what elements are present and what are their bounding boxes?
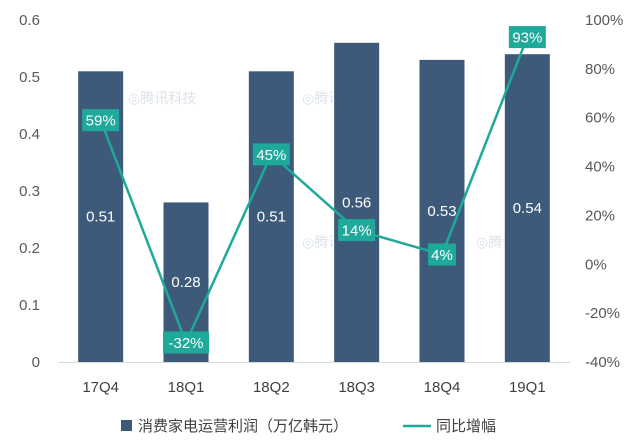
line-value-label: 59% xyxy=(86,113,116,130)
right-tick-label: -20% xyxy=(585,305,620,322)
right-tick-label: 20% xyxy=(585,207,615,224)
left-tick-label: 0.2 xyxy=(19,240,40,257)
line-value-label: -32% xyxy=(168,335,203,352)
left-tick-label: 0 xyxy=(32,354,40,371)
left-tick-label: 0.3 xyxy=(19,183,40,200)
legend-line-label: 同比增幅 xyxy=(436,418,496,435)
bar xyxy=(248,71,294,363)
category-label: 19Q1 xyxy=(509,379,546,396)
category-label: 18Q2 xyxy=(253,379,290,396)
left-axis: 0 0.1 0.2 0.3 0.4 0.5 0.6 xyxy=(19,12,40,371)
category-label: 18Q1 xyxy=(168,379,205,396)
line-label-box xyxy=(508,26,546,49)
right-axis: -40% -20% 0% 20% 40% 60% 80% 100% xyxy=(585,12,623,371)
line-value-label: 93% xyxy=(512,30,542,47)
bar xyxy=(504,54,550,362)
line-value-label: 45% xyxy=(256,147,286,164)
bar-labels: 0.51 0.28 0.51 0.56 0.53 0.54 xyxy=(86,194,542,291)
left-tick-label: 0.4 xyxy=(19,126,40,143)
bar xyxy=(419,59,465,363)
bar-value-label: 0.53 xyxy=(427,203,456,220)
x-axis: 17Q4 18Q1 18Q2 18Q3 18Q4 19Q1 xyxy=(58,362,570,396)
bar-value-label: 0.56 xyxy=(342,194,371,211)
legend-bar-label: 消费家电运营利润（万亿韩元） xyxy=(138,418,348,435)
bar-value-label: 0.28 xyxy=(171,274,200,291)
right-tick-label: 40% xyxy=(585,159,615,176)
line-value-label: 14% xyxy=(342,223,372,240)
line-label-box xyxy=(428,243,456,266)
line-value-label: 4% xyxy=(431,247,453,264)
bar-value-label: 0.51 xyxy=(86,209,115,226)
left-tick-label: 0.6 xyxy=(19,12,40,29)
right-tick-label: 0% xyxy=(585,256,607,273)
bar xyxy=(334,42,380,363)
line-label-box xyxy=(82,109,120,132)
line-labels: 59% -32% 45% 14% 4% 93% xyxy=(82,26,546,354)
line-label-box xyxy=(252,143,290,166)
right-tick-label: -40% xyxy=(585,354,620,371)
right-tick-label: 80% xyxy=(585,61,615,78)
legend: 消费家电运营利润（万亿韩元） 同比增幅 xyxy=(121,418,496,435)
line-series xyxy=(99,36,529,344)
line-label-box xyxy=(338,219,376,242)
category-label: 17Q4 xyxy=(82,379,119,396)
bar-value-label: 0.54 xyxy=(513,200,542,217)
right-tick-label: 100% xyxy=(585,12,623,29)
category-label: 18Q3 xyxy=(338,379,375,396)
legend-bar-swatch xyxy=(121,420,132,431)
watermark-text: ◎腾讯科技 xyxy=(128,90,196,106)
line-label-box xyxy=(163,331,209,354)
category-label: 18Q4 xyxy=(424,379,461,396)
left-tick-label: 0.5 xyxy=(19,69,40,86)
growth-line xyxy=(99,36,529,344)
right-tick-label: 60% xyxy=(585,110,615,127)
bar-value-label: 0.51 xyxy=(257,209,286,226)
left-tick-label: 0.1 xyxy=(19,297,40,314)
